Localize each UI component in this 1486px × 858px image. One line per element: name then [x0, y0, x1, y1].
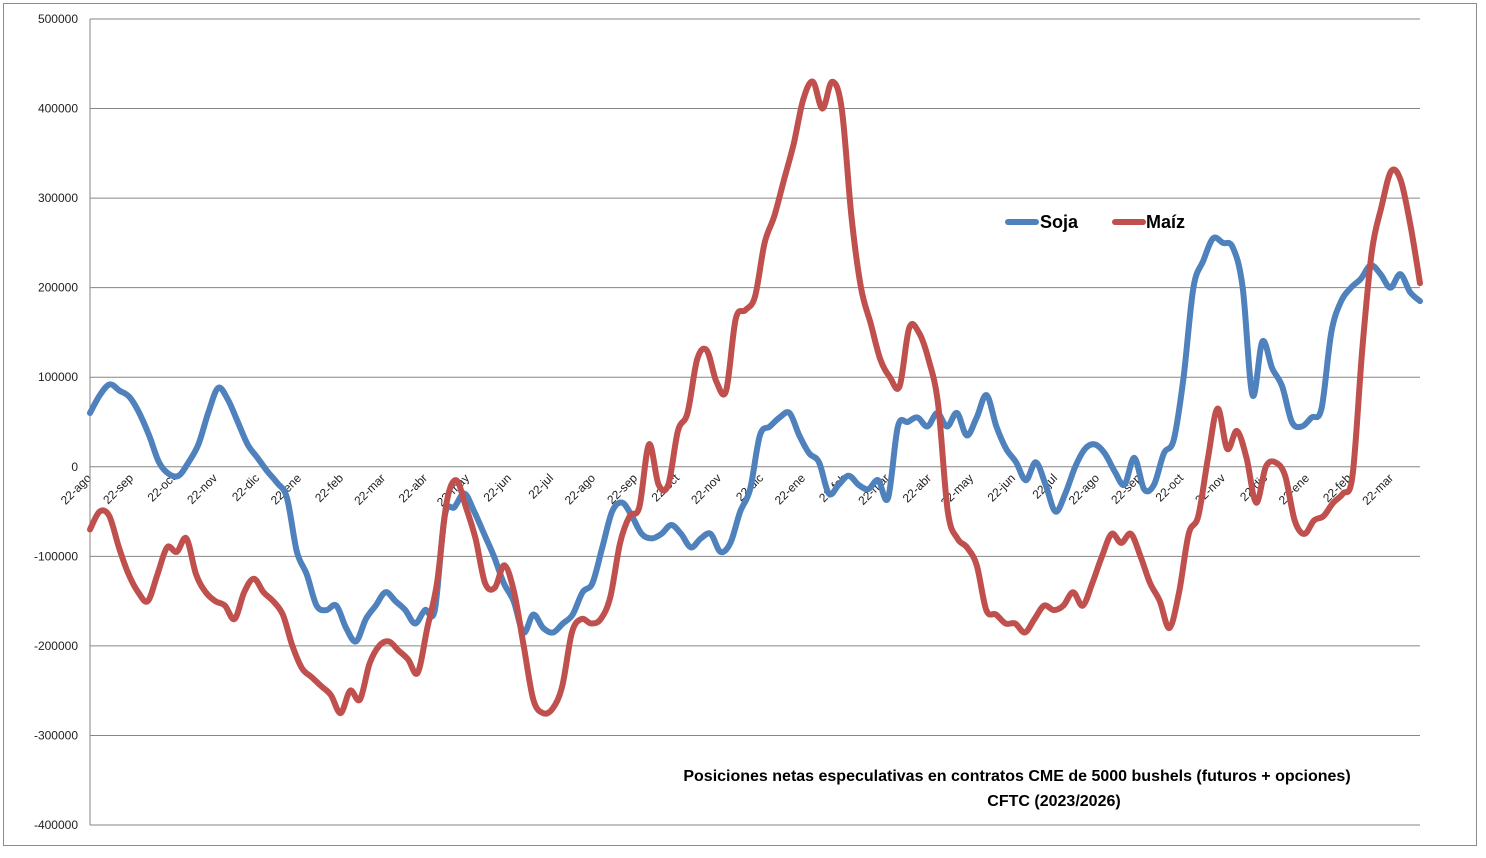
legend-label-maiz: Maíz — [1146, 212, 1185, 232]
x-tick-label: 22-mar — [351, 471, 388, 508]
y-tick-label: -400000 — [34, 818, 78, 832]
x-tick-label: 22-mar — [1359, 471, 1396, 508]
x-tick-label: 22-jun — [985, 471, 1018, 504]
x-tick-label: 22-sep — [100, 471, 136, 507]
series-layer — [87, 78, 1423, 717]
legend-label-soja: Soja — [1040, 212, 1079, 232]
chart-subtitle: CFTC (2023/2026) — [987, 793, 1120, 810]
series-line-maiz — [87, 78, 1423, 717]
y-tick-label: -300000 — [34, 728, 78, 742]
y-axis-ticks: 500000 400000 300000 200000 100000 0 -100000 -2… — [34, 12, 78, 832]
x-axis-ticks: 22-ago 22-sep 22-oct 22-nov 22-dic 22-ene 22-f… — [58, 471, 1396, 510]
y-tick-label: 200000 — [38, 281, 78, 295]
y-tick-label: -100000 — [34, 549, 78, 563]
x-tick-label: 22-nov — [184, 471, 220, 507]
x-tick-label: 22-jul — [525, 471, 556, 502]
x-tick-label: 22-nov — [688, 471, 724, 507]
y-tick-label: 500000 — [38, 12, 78, 26]
x-tick-label: 22-feb — [312, 471, 346, 505]
x-tick-label: 22-ago — [562, 471, 599, 508]
y-tick-label: 300000 — [38, 191, 78, 205]
x-tick-label: 22-jun — [481, 471, 514, 504]
y-tick-label: 400000 — [38, 102, 78, 116]
x-tick-label: 22-abr — [396, 471, 430, 505]
chart-title: Posiciones netas especulativas en contra… — [683, 768, 1350, 785]
x-tick-label: 22-abr — [900, 471, 934, 505]
gridlines — [90, 18, 1420, 826]
x-tick-label: 22-nov — [1192, 471, 1228, 507]
x-tick-label: 22-ago — [58, 471, 95, 508]
x-tick-label: 22-ene — [1276, 471, 1313, 508]
y-tick-label: 0 — [71, 460, 78, 474]
x-tick-label: 22-ene — [772, 471, 809, 508]
y-tick-label: -200000 — [34, 639, 78, 653]
x-tick-label: 22-dic — [229, 471, 262, 504]
chart-frame — [3, 3, 1477, 846]
legend: Soja Maíz — [1005, 212, 1185, 232]
y-tick-label: 100000 — [38, 370, 78, 384]
series-line-soja — [87, 234, 1423, 645]
